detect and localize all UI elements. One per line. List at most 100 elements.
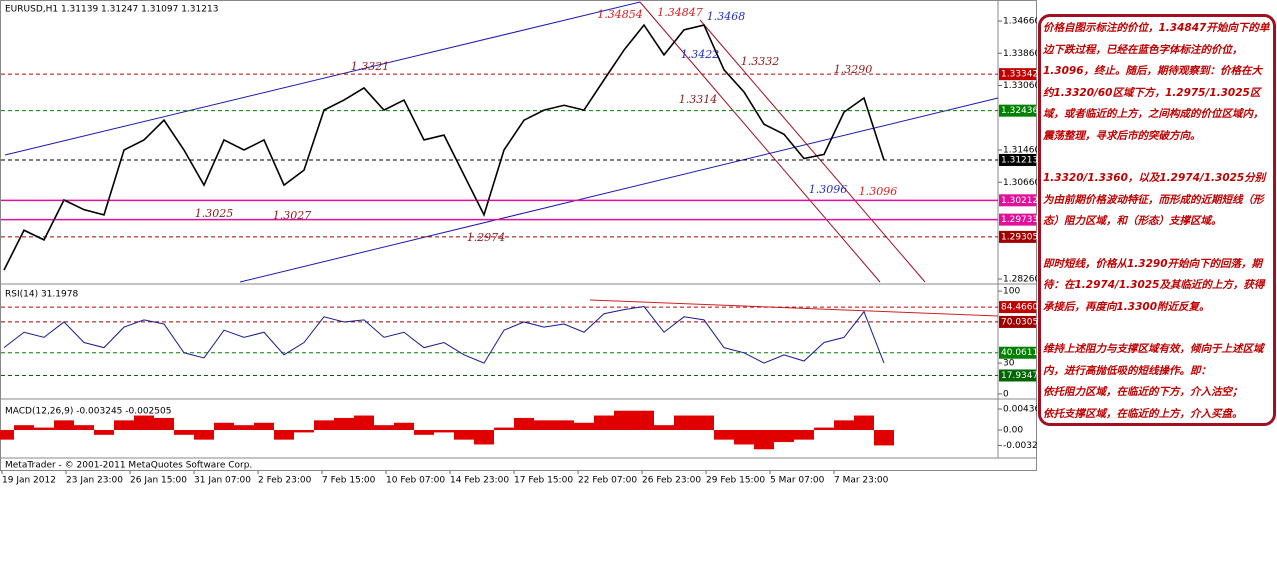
macd-bar: [134, 415, 154, 430]
macd-bar: [754, 430, 774, 450]
macd-bar: [434, 430, 454, 433]
macd-bar: [474, 430, 494, 445]
y-tick-label: 1.34660: [1003, 17, 1037, 27]
macd-bar: [574, 422, 594, 430]
macd-bar: [274, 430, 294, 440]
level-box: [999, 301, 1036, 314]
y-tick-label: 0: [1003, 389, 1009, 399]
price-annotation: 1.3096: [809, 183, 848, 196]
y-tick-label: 1.33860: [1003, 49, 1037, 59]
macd-bar: [714, 430, 734, 440]
macd-bar: [54, 420, 74, 430]
macd-bar: [674, 415, 694, 430]
macd-bar: [594, 415, 614, 430]
level-label: 1.29305: [1001, 232, 1037, 242]
macd-bar: [634, 410, 654, 430]
y-tick-label: 0.00436: [1003, 404, 1037, 414]
macd-bar: [534, 420, 554, 430]
footer-bg: [1, 459, 997, 470]
level-label: 1.30212: [1001, 196, 1037, 206]
level-label: 1.29733: [1001, 215, 1037, 225]
rsi-trend-line: [589, 299, 999, 317]
macd-bar: [694, 415, 714, 430]
macd-bar: [34, 427, 54, 430]
macd-bar: [14, 425, 34, 430]
level-label: 70.0305: [1001, 317, 1037, 327]
price-annotation: 1.3321: [351, 60, 390, 73]
time-label: 5 Mar 07:00: [770, 476, 825, 486]
time-label: 31 Jan 07:00: [194, 476, 251, 486]
macd-bar: [194, 430, 214, 440]
macd-bar: [74, 425, 94, 430]
note-paragraph: 维持上述阻力与支撑区域有效，倾向于上述区域内，进行高抛低吸的短线操作。即：: [1043, 343, 1264, 377]
price-annotation: 1.3290: [834, 63, 873, 76]
macd-bar: [874, 430, 894, 446]
macd-title: MACD(12,26,9) -0.003245 -0.002505: [5, 407, 171, 417]
time-label: 22 Feb 07:00: [578, 476, 637, 486]
level-label: 1.33342: [1001, 70, 1037, 80]
level-box: [999, 315, 1036, 328]
level-box: [999, 213, 1036, 226]
level-box: [999, 194, 1036, 207]
macd-bar: [254, 422, 274, 430]
macd-bar: [814, 427, 834, 430]
price-annotation: 1.34847: [657, 6, 703, 19]
level-label: 40.0611: [1001, 348, 1037, 358]
macd-bar: [454, 430, 474, 440]
time-label: 10 Feb 07:00: [386, 476, 445, 486]
price-annotation: 1.3468: [707, 10, 746, 23]
analysis-note: 价格自图示标注的价位，1.34847开始向下的单边下跌过程，已经在蓝色字体标注的…: [1038, 14, 1276, 426]
y-tick-label: 1.33060: [1003, 81, 1037, 91]
channel-line: [239, 97, 999, 283]
y-tick-label: 100: [1003, 287, 1020, 297]
chart-frame: [0, 0, 1037, 471]
channel-line: [4, 1, 641, 156]
rsi-line: [3, 305, 885, 364]
macd-bar: [834, 420, 854, 430]
y-tick-label: 30: [1003, 359, 1015, 369]
channel-line: [639, 1, 881, 283]
price-annotation: 1.3096: [859, 185, 898, 198]
price-annotation: 1.3422: [681, 48, 720, 61]
level-box: [999, 369, 1036, 382]
note-paragraph: 即时短线，价格从1.3290开始向下的回落，期待：在1.2974/1.3025及…: [1043, 257, 1265, 313]
level-label: 17.9347: [1001, 371, 1037, 381]
level-box: [999, 230, 1036, 243]
macd-bar: [394, 422, 414, 430]
price-annotation: 1.3332: [741, 55, 780, 68]
level-label: 84.4660: [1001, 303, 1037, 313]
macd-bar: [494, 427, 514, 430]
time-label: 23 Jan 23:00: [66, 476, 123, 486]
note-paragraph: 依托支撑区域，在临近的上方，介入买盘。: [1043, 407, 1243, 420]
price-annotation: 1.2974: [467, 231, 506, 244]
time-label: 19 Jan 2012: [2, 476, 56, 486]
time-label: 29 Feb 15:00: [706, 476, 765, 486]
symbol-header: EURUSD,H1 1.31139 1.31247 1.31097 1.3121…: [5, 5, 218, 15]
macd-bar: [794, 430, 814, 440]
footer: MetaTrader - © 2001-2011 MetaQuotes Soft…: [5, 461, 252, 471]
price-annotation: 1.3314: [679, 93, 718, 106]
macd-bar: [854, 415, 874, 430]
terminal-chart: EURUSD,H1 1.31139 1.31247 1.31097 1.3121…: [0, 0, 1037, 486]
time-label: 14 Feb 23:00: [450, 476, 509, 486]
level-box: [999, 346, 1036, 359]
channel-line: [699, 19, 926, 283]
y-tick-label: -0.0032: [1003, 441, 1037, 451]
y-tick-label: 1.30660: [1003, 178, 1037, 188]
macd-bar: [314, 420, 334, 430]
macd-bar: [374, 425, 394, 430]
note-paragraph: 依托阻力区域，在临近的下方，介入沽空；: [1043, 386, 1243, 398]
rsi-title: RSI(14) 31.1978: [5, 290, 78, 300]
macd-bar: [414, 430, 434, 435]
level-box: [999, 153, 1036, 166]
y-tick-label: 0.00: [1003, 426, 1023, 436]
y-tick-label: 1.31460: [1003, 146, 1037, 156]
y-tick-label: 1.28260: [1003, 275, 1037, 285]
macd-bar: [734, 430, 754, 445]
time-label: 7 Mar 23:00: [834, 476, 889, 486]
level-label: 1.32436: [1001, 106, 1037, 116]
macd-bar: [0, 430, 14, 440]
macd-bar: [354, 415, 374, 430]
macd-bar: [614, 410, 634, 430]
macd-bar: [554, 420, 574, 430]
